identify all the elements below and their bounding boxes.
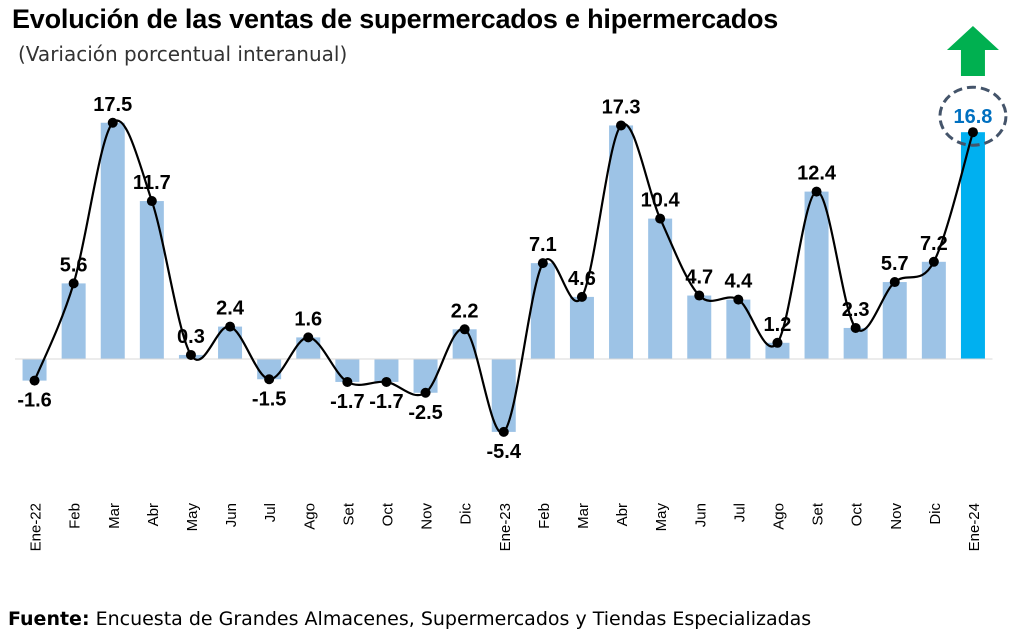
data-label: -2.5 [408,402,442,424]
x-tick-label: May [653,503,670,532]
bar [491,359,516,432]
line-marker [498,426,509,437]
x-tick-label: Nov [419,503,436,530]
line-marker [303,332,314,343]
line-marker [655,213,666,224]
data-label: 11.7 [133,172,171,194]
data-label: -1.5 [252,388,286,410]
data-label: -1.7 [369,391,403,413]
data-label: 17.5 [93,94,132,116]
data-label: 2.2 [451,300,479,322]
data-label: 17.3 [602,96,641,118]
x-tick-label: Oct [849,502,866,526]
x-tick-label: Ene-22 [28,503,45,551]
data-label: 1.6 [294,308,322,330]
x-tick-label: May [184,503,201,532]
data-label: 7.1 [529,234,557,256]
data-label: 5.6 [60,254,88,276]
data-label: -1.6 [17,390,51,412]
data-label: 1.2 [764,314,792,336]
line-marker [107,117,118,128]
bar [413,359,438,393]
x-tick-label: Set [340,502,357,525]
line-marker [420,387,431,398]
line-marker [889,277,900,288]
line-marker [576,291,587,302]
line-marker [342,376,353,387]
bar [921,261,946,359]
data-label: 7.2 [920,233,948,255]
x-tick-label: Set [810,502,827,525]
line-marker [225,321,236,332]
x-tick-label: Mar [106,503,123,529]
x-tick-label: Jul [262,503,279,522]
line-marker [967,127,978,138]
bar [296,337,321,359]
x-tick-label: Ene-23 [497,503,514,551]
data-label: 12.4 [797,163,837,185]
line-marker [537,258,548,269]
line-marker [928,256,939,267]
bar [648,218,673,359]
data-label: 10.4 [641,190,681,212]
bar [687,295,712,359]
x-tick-label: Oct [379,502,396,526]
x-tick-label: Abr [145,503,162,526]
line-marker [616,120,627,131]
bar [530,263,555,359]
highlight-ring [938,85,1008,147]
x-tick-label: Abr [614,503,631,526]
bar [374,359,399,382]
source-note: Fuente: Encuesta de Grandes Almacenes, S… [8,608,811,630]
bar [569,296,594,359]
line-marker [850,322,861,333]
data-label: 4.4 [724,271,753,293]
up-arrow-icon [946,26,999,76]
line-marker [772,337,783,348]
line-marker [68,278,79,289]
bar [100,122,125,359]
data-label: -5.4 [487,441,522,463]
data-label: 5.7 [881,253,909,275]
line-marker [29,375,40,386]
x-tick-label: Feb [67,503,84,529]
source-label: Fuente: [8,608,90,630]
line-marker [185,349,196,360]
x-tick-label: Ago [770,503,787,530]
line-marker [264,374,275,385]
data-label: 4.6 [568,268,596,290]
line-marker [694,290,705,301]
x-tick-label: Ago [301,503,318,530]
x-tick-label: Dic [927,503,944,525]
line-marker [146,196,157,207]
line-marker [811,186,822,197]
data-label: -1.7 [330,391,364,413]
line-marker [459,324,470,335]
x-tick-label: Jun [223,503,240,527]
line-marker [733,294,744,305]
x-tick-label: Dic [458,503,475,525]
data-label: 4.7 [685,267,713,289]
data-label: 0.3 [177,326,205,348]
bar [609,125,634,359]
bar [61,283,86,359]
data-label: 16.8 [953,106,992,128]
chart-title: Evolución de las ventas de supermercados… [12,4,779,34]
line-marker [381,376,392,387]
source-text: Encuesta de Grandes Almacenes, Supermerc… [89,608,812,630]
x-tick-label: Feb [536,503,553,529]
bar [960,132,985,359]
chart: -1.65.617.511.70.32.4-1.51.6-1.7 -1.7 -2.5… [15,26,1008,551]
data-label: 2.3 [842,299,870,321]
x-tick-label: Mar [575,503,592,529]
bar [804,191,829,359]
bar [843,327,868,359]
bar [139,201,164,359]
x-tick-label: Jun [692,503,709,527]
data-label: 2.4 [216,298,245,320]
chart-subtitle: (Variación porcentual interanual) [18,42,348,66]
x-tick-label: Jul [731,503,748,522]
x-tick-label: Nov [888,503,905,530]
x-tick-label: Ene-24 [966,503,983,551]
